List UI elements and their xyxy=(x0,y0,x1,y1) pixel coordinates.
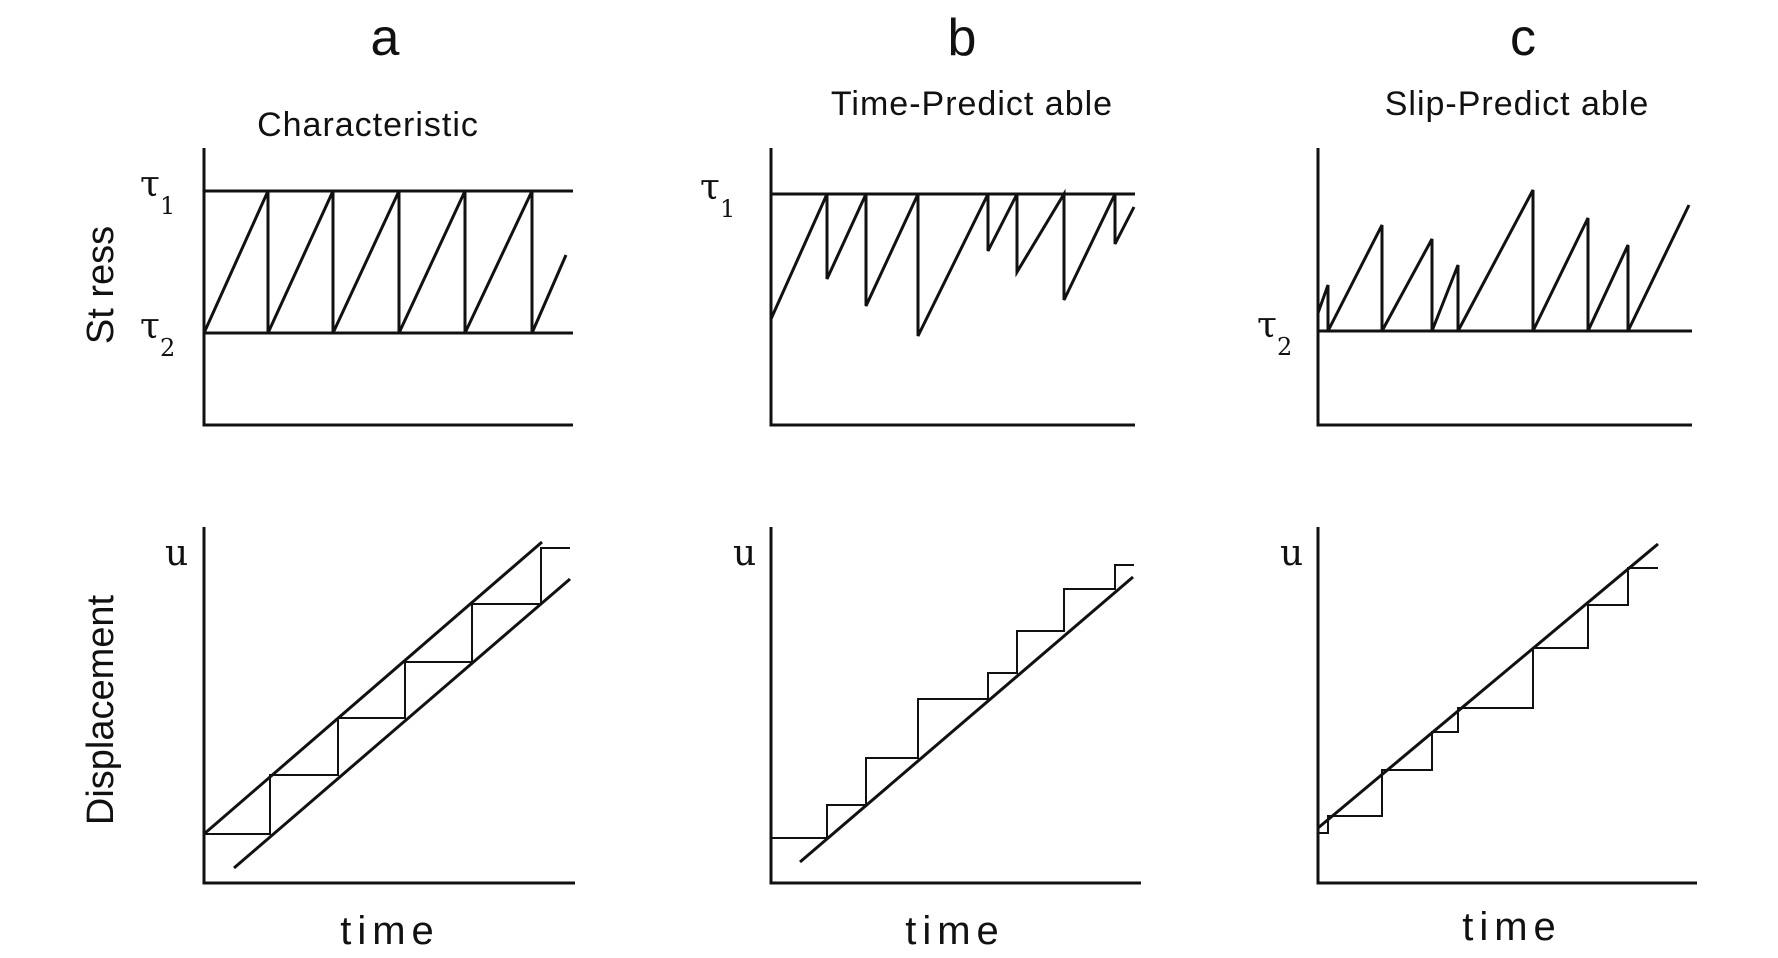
panel-b-time-label: time xyxy=(905,909,1005,953)
panel-c-u-label: u xyxy=(1280,533,1303,574)
panel-a-stress-plot: τ 1 τ 2 xyxy=(140,148,573,427)
panel-b-title: Time-Predict able xyxy=(831,85,1113,123)
panel-a-stress-sawtooth xyxy=(202,190,568,334)
panel-c-displacement-plot: u time xyxy=(1280,527,1697,949)
panel-b-stress-plot: τ 1 xyxy=(700,148,1136,427)
panel-b-tau1-subscript: 1 xyxy=(720,195,735,223)
stress-axis-label: St ress xyxy=(80,226,122,344)
panel-b-tau1-symbol: τ xyxy=(700,167,720,208)
panel-a-u-label: u xyxy=(165,533,188,574)
panel-b-displacement-plot: u time xyxy=(733,527,1141,953)
panel-c-tau2-subscript: 2 xyxy=(1277,333,1292,361)
panel-c-title: Slip-Predict able xyxy=(1385,85,1650,123)
panel-a-time-label: time xyxy=(340,909,440,953)
panel-c-displacement-staircase xyxy=(1318,567,1658,834)
panel-a-upper-envelope xyxy=(203,540,543,836)
panel-c-stress-axes xyxy=(1316,148,1692,427)
panel-a-displacement-axes xyxy=(202,527,575,885)
panel-a-title: Characteristic xyxy=(257,106,479,144)
panel-b-letter: b xyxy=(948,9,977,67)
panel-b-envelope xyxy=(799,575,1134,864)
panel-c-letter: c xyxy=(1510,9,1536,67)
panel-c-displacement-axes xyxy=(1316,527,1697,885)
panel-a-tau2-symbol: τ xyxy=(140,306,160,347)
displacement-axis-label: Displacement xyxy=(80,594,122,825)
panel-c-stress-plot: τ 2 xyxy=(1257,148,1692,427)
panel-c-tau2-symbol: τ xyxy=(1257,305,1277,346)
panel-a-displacement-staircase xyxy=(204,547,570,835)
panel-c-stress-sawtooth xyxy=(1316,189,1691,332)
panel-c-envelope xyxy=(1317,542,1659,830)
panel-b-stress-axes xyxy=(769,148,1135,427)
panel-a-tau1-subscript: 1 xyxy=(160,192,175,220)
panel-a-letter: a xyxy=(371,9,400,67)
panel-b-stress-sawtooth xyxy=(769,188,1136,337)
panel-a-displacement-plot: u time xyxy=(165,527,575,953)
panel-a-tau1-symbol: τ xyxy=(140,164,160,205)
panel-b-displacement-staircase xyxy=(771,564,1134,839)
panel-a-lower-envelope xyxy=(233,577,571,870)
panel-b-displacement-axes xyxy=(769,527,1141,885)
panel-a-stress-axes xyxy=(202,148,573,427)
panel-c-time-label: time xyxy=(1462,905,1562,949)
panel-b-u-label: u xyxy=(733,533,756,574)
panel-a-tau2-subscript: 2 xyxy=(160,334,175,362)
